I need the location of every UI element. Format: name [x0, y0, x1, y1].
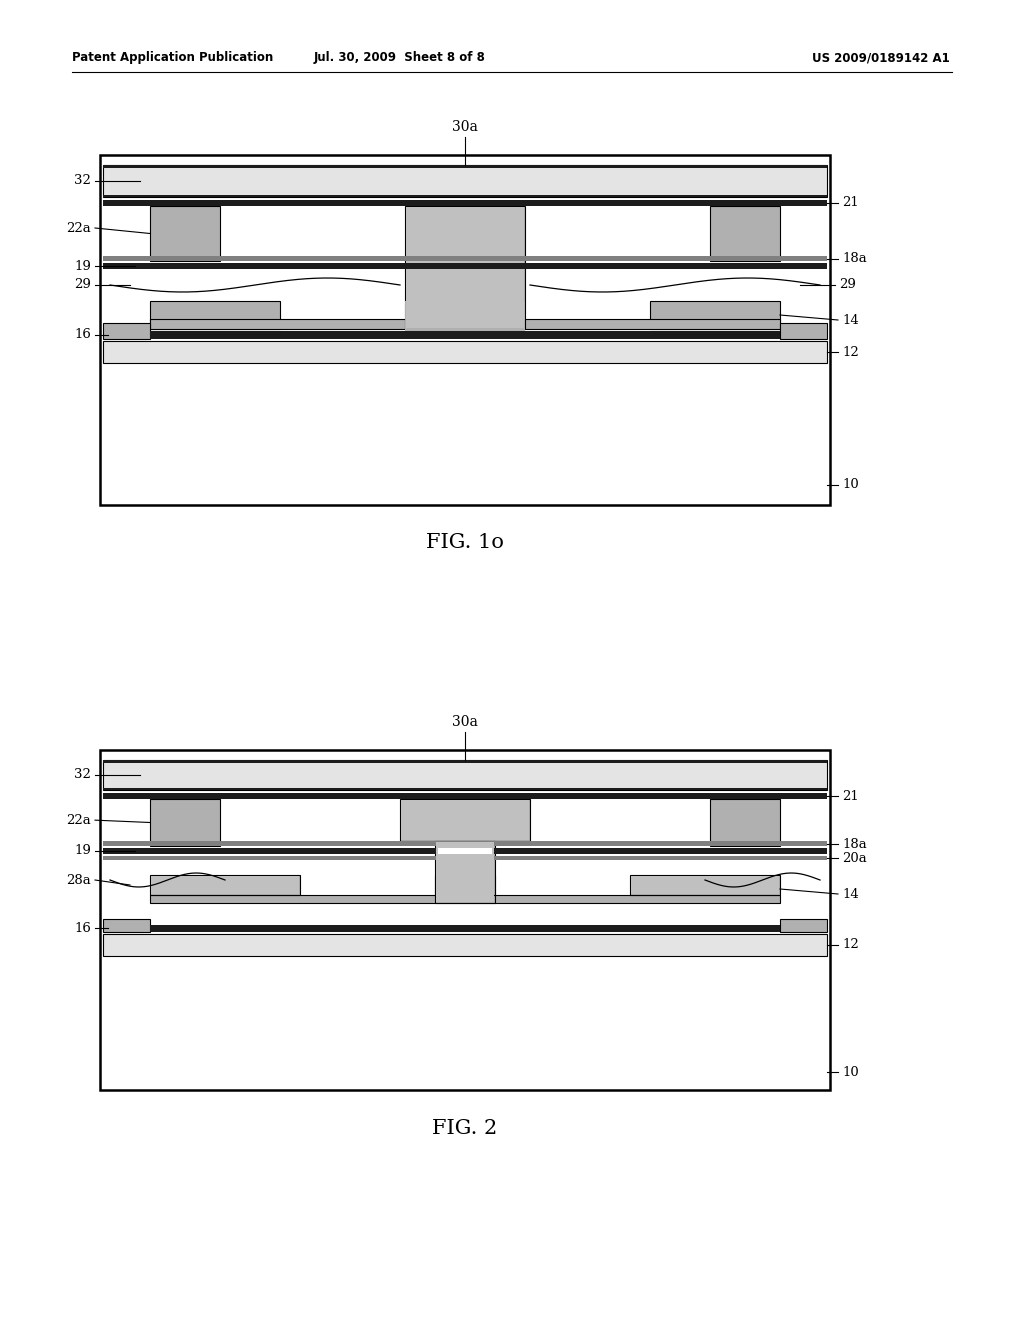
Bar [436, 876, 494, 902]
Bar [103, 263, 827, 269]
Text: 18a: 18a [842, 252, 866, 265]
Text: 12: 12 [842, 346, 859, 359]
Bar [150, 319, 780, 329]
Bar [780, 323, 827, 339]
Bar [103, 847, 827, 854]
Bar [406, 207, 524, 327]
Text: 32: 32 [74, 174, 91, 187]
Bar [103, 165, 827, 197]
Bar [103, 760, 827, 789]
Bar [151, 876, 299, 894]
Text: 12: 12 [842, 939, 859, 952]
Text: Jul. 30, 2009  Sheet 8 of 8: Jul. 30, 2009 Sheet 8 of 8 [314, 51, 486, 65]
Bar [710, 799, 780, 846]
Bar [710, 206, 780, 261]
Bar [103, 165, 827, 197]
Bar [103, 760, 827, 763]
Bar [631, 876, 779, 894]
Text: Patent Application Publication: Patent Application Publication [72, 51, 273, 65]
Bar [100, 154, 830, 506]
Text: 32: 32 [74, 768, 91, 781]
Text: 14: 14 [842, 314, 859, 326]
Bar [650, 301, 780, 329]
Text: 14: 14 [842, 887, 859, 900]
Text: 16: 16 [74, 921, 91, 935]
Bar [150, 925, 780, 932]
Text: 22a: 22a [67, 813, 91, 826]
Bar [100, 750, 830, 1090]
Text: FIG. 2: FIG. 2 [432, 1118, 498, 1138]
Text: 29: 29 [839, 279, 856, 292]
Bar [150, 799, 220, 846]
Bar [630, 875, 780, 895]
Text: 21: 21 [842, 789, 859, 803]
Text: 20a: 20a [842, 851, 866, 865]
Bar [435, 875, 495, 903]
Bar [438, 847, 492, 854]
Text: 30a: 30a [452, 120, 478, 135]
Bar [401, 800, 529, 840]
Bar [103, 855, 827, 861]
Bar [103, 341, 827, 363]
Bar [103, 935, 827, 956]
Text: 28a: 28a [67, 874, 91, 887]
Bar [103, 919, 150, 932]
Bar [400, 799, 530, 841]
Bar [103, 841, 827, 846]
Bar [150, 331, 780, 339]
Bar [150, 875, 300, 895]
Bar [103, 935, 827, 956]
Bar [103, 165, 827, 168]
Bar [150, 206, 220, 261]
Bar [103, 788, 827, 789]
Text: FIG. 1o: FIG. 1o [426, 533, 504, 553]
Text: 22a: 22a [67, 222, 91, 235]
Bar [103, 256, 827, 261]
Bar [103, 341, 827, 363]
Bar [436, 842, 494, 894]
Text: 10: 10 [842, 479, 859, 491]
Text: 18a: 18a [842, 837, 866, 850]
Bar [103, 760, 827, 789]
Text: 21: 21 [842, 197, 859, 210]
Text: 19: 19 [74, 260, 91, 272]
Bar [103, 793, 827, 799]
Bar [150, 301, 280, 329]
Bar [406, 206, 525, 329]
Text: US 2009/0189142 A1: US 2009/0189142 A1 [812, 51, 950, 65]
Bar [103, 323, 150, 339]
Text: 16: 16 [74, 329, 91, 342]
Bar [780, 919, 827, 932]
Text: 19: 19 [74, 845, 91, 858]
Bar [103, 201, 827, 206]
Bar [150, 895, 780, 903]
Bar [406, 301, 525, 339]
Text: 30a: 30a [452, 715, 478, 729]
Bar [103, 194, 827, 197]
Text: 10: 10 [842, 1065, 859, 1078]
Bar [435, 841, 495, 895]
Text: 29: 29 [74, 279, 91, 292]
